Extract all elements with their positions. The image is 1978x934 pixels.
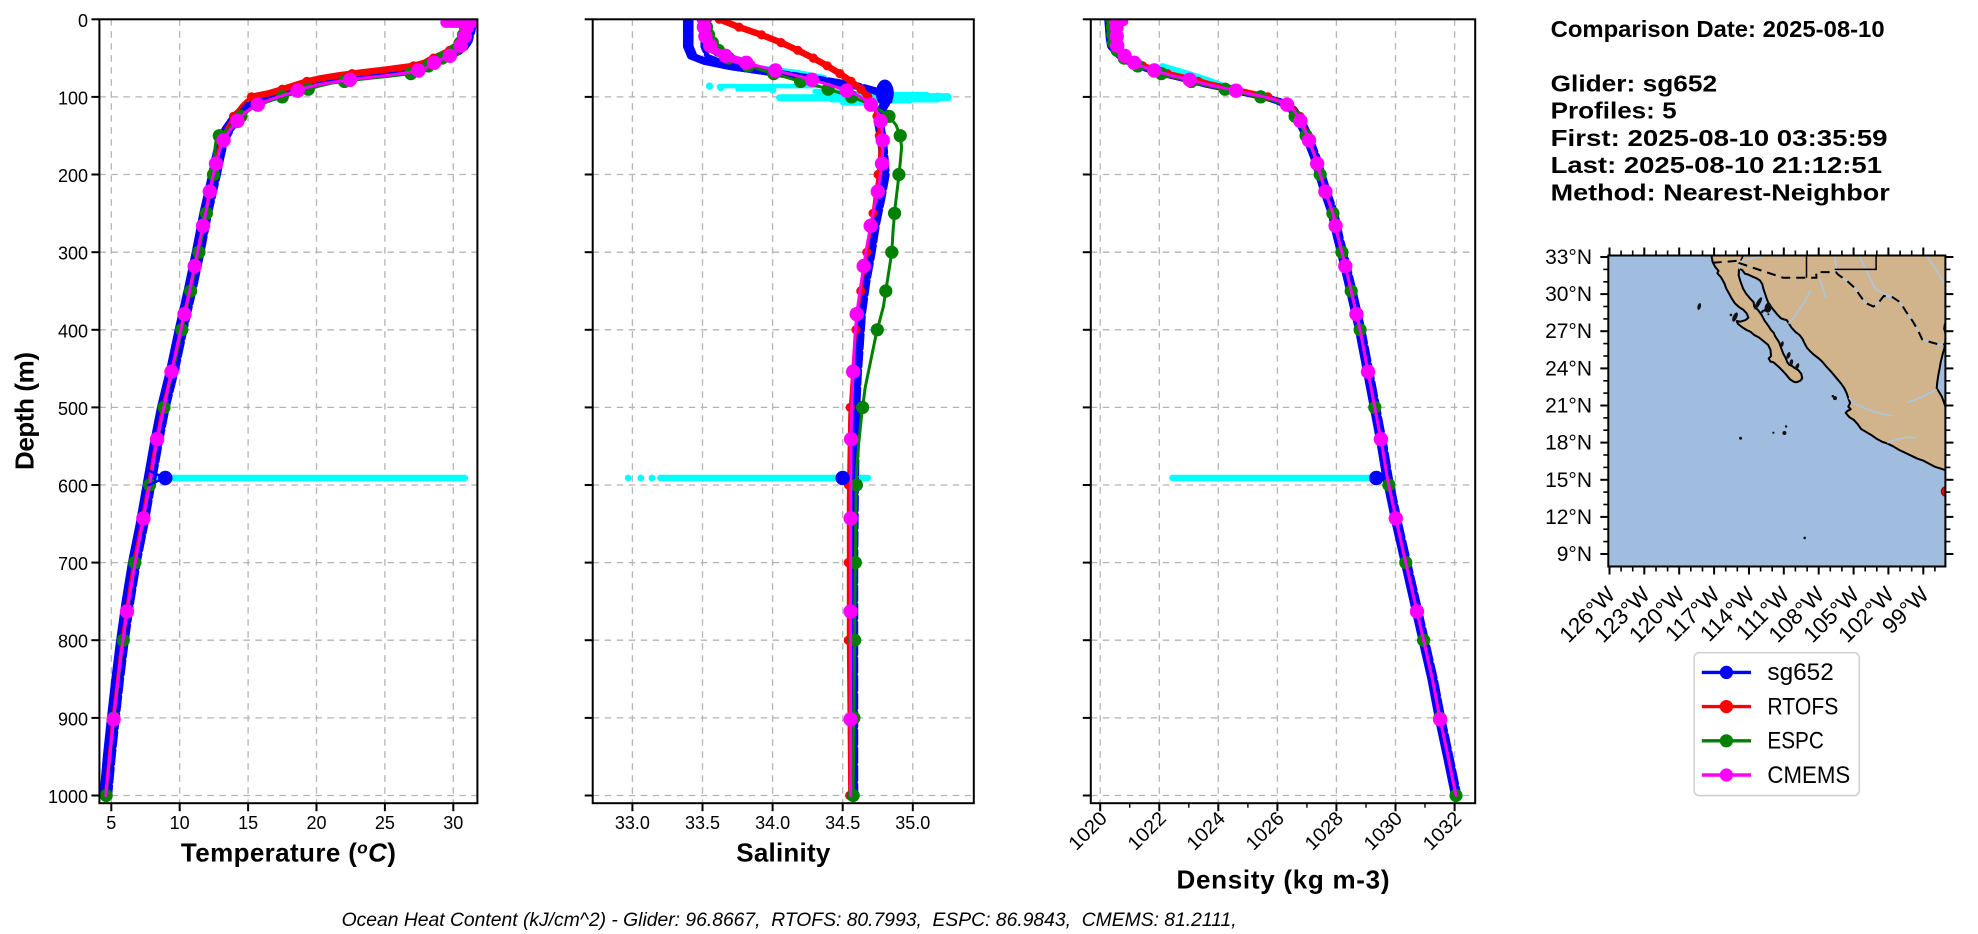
svg-text:Density (kg m-3): Density (kg m-3) bbox=[1177, 865, 1390, 895]
svg-text:0: 0 bbox=[78, 11, 88, 31]
svg-text:30: 30 bbox=[443, 813, 463, 833]
svg-text:200: 200 bbox=[58, 166, 88, 186]
svg-text:12°N: 12°N bbox=[1545, 506, 1592, 529]
svg-text:18°N: 18°N bbox=[1545, 432, 1592, 455]
svg-text:Depth (m): Depth (m) bbox=[10, 352, 40, 470]
svg-text:100: 100 bbox=[58, 88, 88, 108]
svg-text:35.0: 35.0 bbox=[895, 813, 930, 833]
svg-text:21°N: 21°N bbox=[1545, 395, 1592, 418]
svg-text:25: 25 bbox=[375, 813, 395, 833]
svg-text:Ocean Heat Content (kJ/cm^2) -: Ocean Heat Content (kJ/cm^2) - Glider: 9… bbox=[342, 909, 1237, 931]
svg-text:24°N: 24°N bbox=[1545, 357, 1592, 380]
svg-text:Salinity: Salinity bbox=[736, 838, 831, 868]
svg-text:900: 900 bbox=[58, 709, 88, 729]
svg-text:600: 600 bbox=[58, 477, 88, 497]
svg-text:RTOFS: RTOFS bbox=[1767, 693, 1838, 720]
svg-text:9°N: 9°N bbox=[1557, 543, 1592, 566]
svg-text:Glider: sg652: Glider: sg652 bbox=[1551, 71, 1718, 97]
svg-text:10: 10 bbox=[170, 813, 190, 833]
svg-text:CMEMS: CMEMS bbox=[1767, 762, 1850, 789]
svg-text:1000: 1000 bbox=[48, 787, 88, 807]
svg-text:34.5: 34.5 bbox=[825, 813, 860, 833]
svg-text:33.5: 33.5 bbox=[685, 813, 720, 833]
svg-text:33°N: 33°N bbox=[1545, 246, 1592, 269]
svg-text:5: 5 bbox=[106, 813, 116, 833]
svg-text:30°N: 30°N bbox=[1545, 283, 1592, 306]
svg-text:Last: 2025-08-10 21:12:51: Last: 2025-08-10 21:12:51 bbox=[1551, 152, 1882, 178]
svg-text:34.0: 34.0 bbox=[755, 813, 790, 833]
svg-text:500: 500 bbox=[58, 399, 88, 419]
svg-text:20: 20 bbox=[306, 813, 326, 833]
svg-text:800: 800 bbox=[58, 632, 88, 652]
svg-text:700: 700 bbox=[58, 554, 88, 574]
svg-text:27°N: 27°N bbox=[1545, 320, 1592, 343]
svg-text:sg652: sg652 bbox=[1767, 659, 1833, 686]
svg-text:Method: Nearest-Neighbor: Method: Nearest-Neighbor bbox=[1551, 179, 1890, 205]
svg-text:15°N: 15°N bbox=[1545, 469, 1592, 492]
svg-text:First: 2025-08-10 03:35:59: First: 2025-08-10 03:35:59 bbox=[1551, 125, 1888, 151]
svg-text:300: 300 bbox=[58, 244, 88, 264]
svg-text:400: 400 bbox=[58, 321, 88, 341]
svg-text:Comparison Date: 2025-08-10: Comparison Date: 2025-08-10 bbox=[1551, 16, 1885, 42]
svg-text:33.0: 33.0 bbox=[615, 813, 650, 833]
svg-text:ESPC: ESPC bbox=[1767, 728, 1823, 755]
svg-text:15: 15 bbox=[238, 813, 258, 833]
svg-text:Profiles: 5: Profiles: 5 bbox=[1551, 98, 1677, 124]
